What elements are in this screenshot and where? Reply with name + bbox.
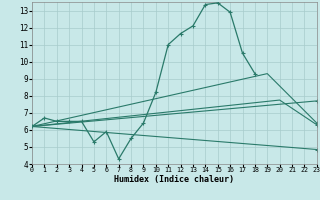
X-axis label: Humidex (Indice chaleur): Humidex (Indice chaleur): [115, 175, 234, 184]
